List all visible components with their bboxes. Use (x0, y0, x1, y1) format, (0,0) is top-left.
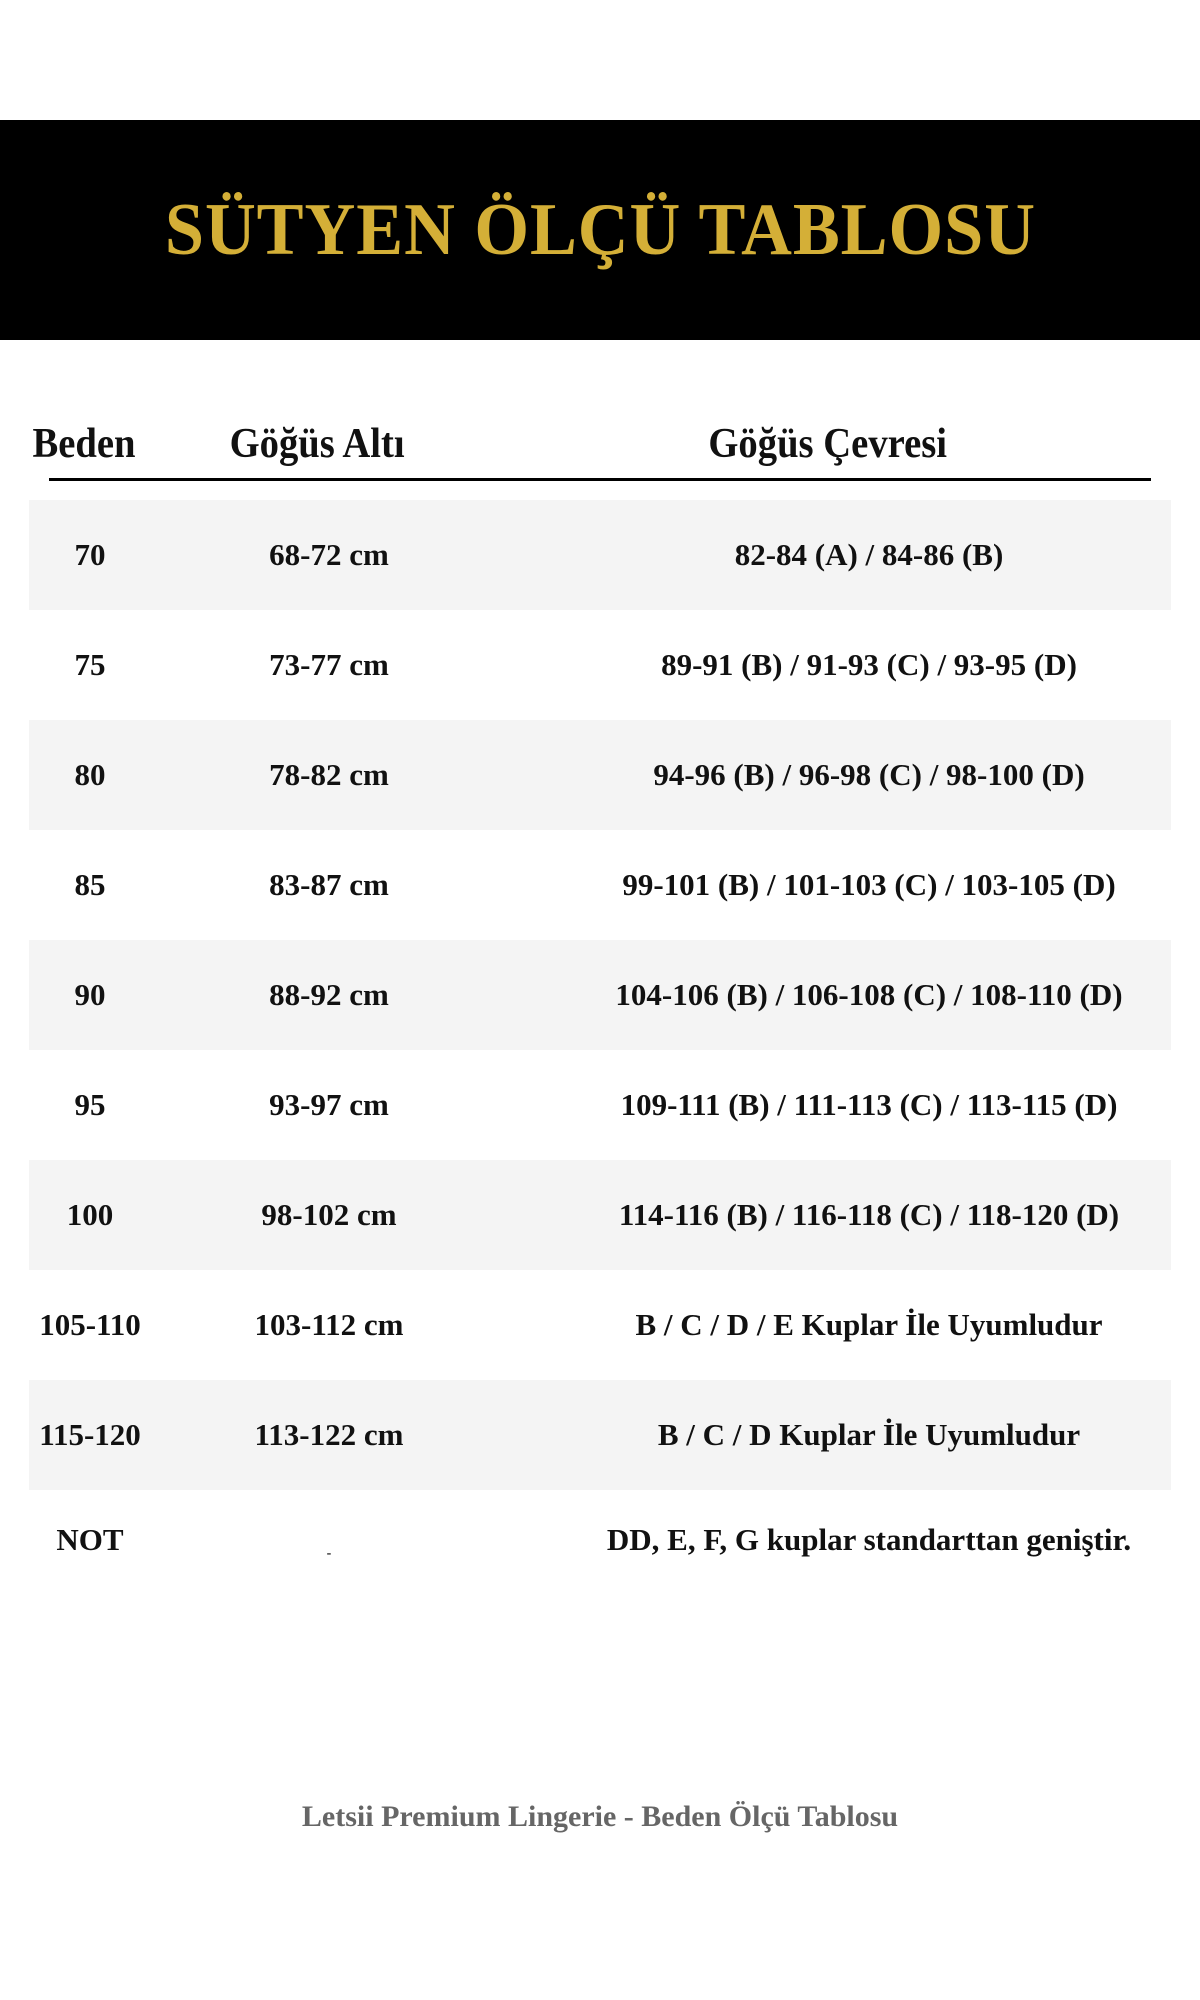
bust-cell: 104-106 (B) / 106-108 (C) / 108-110 (D) (615, 977, 1123, 1012)
page-title: SÜTYEN ÖLÇÜ TABLOSU (164, 188, 1036, 271)
size-cell: 100 (66, 1197, 114, 1232)
table-row: 80 78-82 cm 94-96 (B) / 96-98 (C) / 98-100… (29, 720, 1171, 830)
note-row: NOT - DD, E, F, G kuplar standarttan geniş… (29, 1485, 1171, 1595)
size-cell: 70 (74, 537, 106, 572)
table-row: 115-120 113-122 cm B / C / D Kuplar İle Uy… (29, 1380, 1171, 1490)
underbust-cell: 68-72 cm (269, 537, 389, 572)
table-row: 100 98-102 cm 114-116 (B) / 116-118 (C) / … (29, 1160, 1171, 1270)
underbust-cell: 78-82 cm (269, 757, 389, 792)
underbust-cell: 98-102 cm (261, 1197, 397, 1232)
header-size: Beden (32, 421, 136, 467)
size-cell: 90 (74, 977, 106, 1012)
header-underbust: Göğüs Altı (229, 421, 405, 467)
bust-cell: 99-101 (B) / 101-103 (C) / 103-105 (D) (622, 867, 1116, 902)
table-row: 105-110 103-112 cm B / C / D / E Kuplar İl… (29, 1270, 1171, 1380)
underbust-cell: 73-77 cm (269, 647, 389, 682)
bust-cell: 114-116 (B) / 116-118 (C) / 118-120 (D) (618, 1197, 1120, 1232)
header-bust: Göğüs Çevresi (708, 421, 948, 467)
bust-cell: 82-84 (A) / 84-86 (B) (734, 537, 1004, 572)
size-cell: 95 (74, 1087, 106, 1122)
underbust-cell: 93-97 cm (269, 1087, 389, 1122)
size-cell: NOT (56, 1522, 124, 1557)
underbust-cell: 103-112 cm (254, 1307, 404, 1342)
title-banner: SÜTYEN ÖLÇÜ TABLOSU (0, 120, 1200, 340)
underbust-cell: - (326, 1546, 332, 1561)
table-row: 90 88-92 cm 104-106 (B) / 106-108 (C) / 10… (29, 940, 1171, 1050)
underbust-cell: 88-92 cm (269, 977, 389, 1012)
bust-cell: B / C / D / E Kuplar İle Uyumludur (635, 1307, 1103, 1342)
table-row: 75 73-77 cm 89-91 (B) / 91-93 (C) / 93-95 … (29, 610, 1171, 720)
footer-caption: Letsii Premium Lingerie - Beden Ölçü Tab… (301, 1800, 899, 1833)
table-row: 95 93-97 cm 109-111 (B) / 111-113 (C) / 11… (29, 1050, 1171, 1160)
bust-cell: 89-91 (B) / 91-93 (C) / 93-95 (D) (661, 647, 1077, 682)
size-cell: 105-110 (39, 1307, 141, 1342)
underbust-cell: 83-87 cm (269, 867, 389, 902)
size-cell: 80 (74, 757, 106, 792)
bust-cell: DD, E, F, G kuplar standarttan geniştir. (606, 1522, 1132, 1557)
underbust-cell: 113-122 cm (254, 1417, 404, 1452)
header-divider (49, 478, 1151, 481)
bust-cell: 109-111 (B) / 111-113 (C) / 113-115 (D) (620, 1087, 1118, 1122)
size-cell: 75 (74, 647, 106, 682)
table-row: 85 83-87 cm 99-101 (B) / 101-103 (C) / 103… (29, 830, 1171, 940)
bust-cell: 94-96 (B) / 96-98 (C) / 98-100 (D) (653, 757, 1085, 792)
bust-cell: B / C / D Kuplar İle Uyumludur (657, 1417, 1081, 1452)
size-cell: 115-120 (39, 1417, 141, 1452)
size-cell: 85 (74, 867, 106, 902)
table-row: 70 68-72 cm 82-84 (A) / 84-86 (B) (29, 500, 1171, 610)
